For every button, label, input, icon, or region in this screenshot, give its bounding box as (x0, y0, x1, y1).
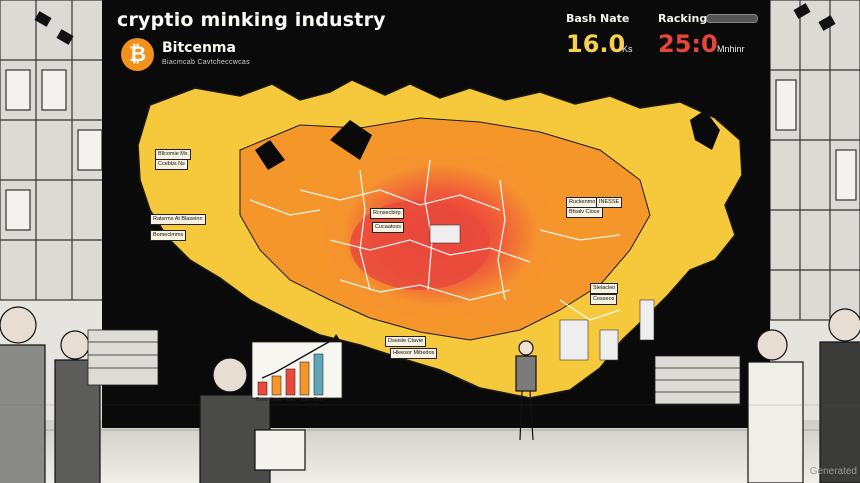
map-label: Bomeclmms (150, 230, 187, 241)
map-label: Ccebbs Ns (155, 159, 188, 170)
map-label: Cucaatoss (372, 222, 404, 233)
bitcoin-icon: ₿ (121, 38, 154, 71)
audience-right (747, 308, 860, 483)
mini-bar-chart (251, 334, 343, 399)
map-label: Hleesor Mibedos (390, 348, 438, 359)
floor (0, 420, 860, 483)
map-lake (330, 120, 372, 160)
map-borders (249, 159, 621, 321)
stat-unit-hash-rate: Ks (622, 44, 633, 54)
watermark: Generated (809, 466, 857, 477)
map-label: Bfsalv Cloce (566, 207, 603, 218)
stat-label-hash-rate: Bash Nate (566, 12, 630, 25)
left-building (0, 0, 109, 301)
map-label: Ratsrms At Blaseinn (150, 214, 206, 225)
bar-label: Isaia (285, 397, 296, 403)
bar-4 (299, 361, 310, 396)
bar-label: Iisea (271, 397, 282, 403)
bar-2 (271, 375, 282, 396)
map-label: Rcnsecbirp (370, 208, 404, 219)
map-label: INESSE (596, 197, 623, 208)
bar-label: Bea (314, 397, 323, 403)
spotlight-icons (34, 3, 836, 45)
bar-3 (285, 368, 296, 396)
bar-label: Bseu (256, 397, 268, 403)
bar-1 (257, 381, 268, 396)
map-label: Cesseos (590, 294, 618, 305)
right-building (769, 0, 860, 321)
map-city-markers (429, 224, 655, 361)
racking-progress-bar (706, 14, 758, 23)
map-label: Dseisle Ctavie (385, 336, 427, 347)
screen-title: cryptio minking industry (117, 9, 386, 31)
stat-label-racking: Racking (658, 12, 708, 25)
stat-value-racking: 25:0 (658, 30, 718, 58)
server-model-left (87, 329, 159, 386)
stat-unit-racking: Mnhinr (717, 44, 745, 54)
server-model-right (654, 355, 741, 405)
presenter-figure (515, 340, 537, 441)
bar-label: Ioae (300, 397, 310, 403)
brand-subtitle: Biacmcab Cavtcheccwcas (162, 59, 250, 66)
bar-5 (313, 353, 324, 396)
stat-value-hash-rate: 16.0 (566, 30, 626, 58)
brand-name: Bitcenma (162, 40, 236, 56)
audience-left (0, 306, 306, 483)
map-label: Sleiacleo (590, 283, 619, 294)
